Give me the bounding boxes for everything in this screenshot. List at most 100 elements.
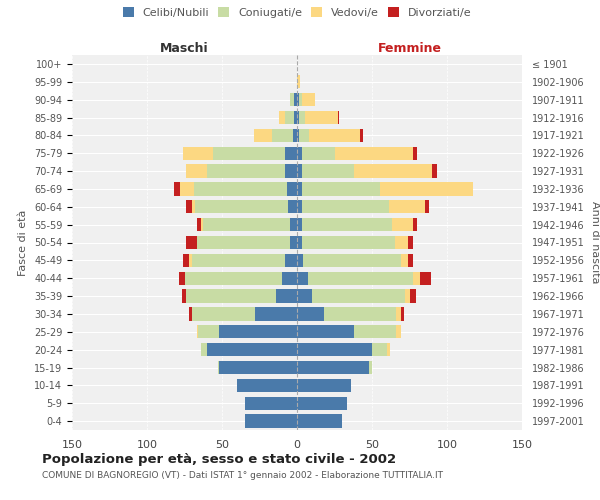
Bar bbox=[337, 111, 339, 124]
Legend: Celibi/Nubili, Coniugati/e, Vedovi/e, Divorziati/e: Celibi/Nubili, Coniugati/e, Vedovi/e, Di… bbox=[118, 2, 476, 22]
Bar bbox=[279, 111, 285, 124]
Text: Popolazione per età, sesso e stato civile - 2002: Popolazione per età, sesso e stato civil… bbox=[42, 452, 396, 466]
Bar bbox=[180, 182, 193, 196]
Bar bbox=[195, 200, 288, 213]
Bar bbox=[287, 182, 297, 196]
Bar bbox=[360, 128, 363, 142]
Bar bbox=[198, 325, 219, 338]
Bar bbox=[297, 182, 302, 196]
Bar bbox=[396, 325, 401, 338]
Bar bbox=[192, 307, 255, 320]
Bar bbox=[299, 128, 309, 142]
Bar bbox=[302, 182, 380, 196]
Bar bbox=[186, 164, 207, 178]
Bar bbox=[297, 128, 299, 142]
Bar bbox=[285, 254, 297, 267]
Bar bbox=[354, 164, 432, 178]
Bar bbox=[201, 218, 203, 232]
Bar bbox=[186, 200, 192, 213]
Bar bbox=[186, 290, 276, 303]
Bar bbox=[303, 254, 401, 267]
Bar bbox=[192, 200, 195, 213]
Bar bbox=[408, 254, 413, 267]
Bar bbox=[218, 361, 219, 374]
Bar bbox=[297, 307, 324, 320]
Bar bbox=[302, 93, 315, 106]
Bar bbox=[245, 414, 297, 428]
Bar bbox=[389, 200, 425, 213]
Bar bbox=[409, 290, 415, 303]
Bar bbox=[297, 272, 308, 285]
Bar bbox=[395, 236, 408, 249]
Y-axis label: Anni di nascita: Anni di nascita bbox=[590, 201, 600, 284]
Text: COMUNE DI BAGNOREGIO (VT) - Dati ISTAT 1° gennaio 2002 - Elaborazione TUTTITALIA: COMUNE DI BAGNOREGIO (VT) - Dati ISTAT 1… bbox=[42, 472, 443, 480]
Bar bbox=[203, 218, 290, 232]
Bar bbox=[302, 236, 395, 249]
Bar bbox=[186, 236, 197, 249]
Bar bbox=[297, 93, 299, 106]
Bar bbox=[302, 164, 354, 178]
Text: Maschi: Maschi bbox=[160, 42, 209, 55]
Bar bbox=[297, 325, 354, 338]
Bar bbox=[293, 128, 297, 142]
Bar bbox=[207, 343, 297, 356]
Bar bbox=[237, 378, 297, 392]
Bar bbox=[290, 93, 294, 106]
Bar bbox=[271, 128, 293, 142]
Bar bbox=[297, 218, 302, 232]
Bar bbox=[219, 361, 297, 374]
Bar bbox=[312, 290, 405, 303]
Bar bbox=[294, 93, 297, 106]
Bar bbox=[405, 290, 409, 303]
Bar bbox=[192, 254, 285, 267]
Bar bbox=[387, 343, 390, 356]
Bar bbox=[297, 361, 369, 374]
Bar bbox=[282, 272, 297, 285]
Bar bbox=[207, 164, 285, 178]
Bar bbox=[193, 182, 287, 196]
Bar bbox=[305, 111, 337, 124]
Bar bbox=[294, 111, 297, 124]
Bar bbox=[255, 307, 297, 320]
Bar bbox=[413, 218, 417, 232]
Bar bbox=[185, 272, 282, 285]
Bar bbox=[324, 307, 396, 320]
Bar bbox=[197, 325, 198, 338]
Bar bbox=[413, 146, 417, 160]
Bar bbox=[297, 200, 302, 213]
Bar bbox=[396, 307, 401, 320]
Bar bbox=[183, 254, 189, 267]
Bar bbox=[213, 146, 285, 160]
Bar bbox=[189, 254, 192, 267]
Bar bbox=[197, 236, 290, 249]
Bar bbox=[254, 128, 271, 142]
Bar bbox=[420, 272, 431, 285]
Bar bbox=[285, 111, 294, 124]
Bar bbox=[288, 200, 297, 213]
Bar bbox=[308, 272, 413, 285]
Bar bbox=[354, 325, 396, 338]
Bar bbox=[297, 236, 302, 249]
Bar bbox=[380, 182, 473, 196]
Bar bbox=[297, 378, 351, 392]
Bar bbox=[290, 218, 297, 232]
Bar bbox=[197, 218, 201, 232]
Bar bbox=[297, 343, 372, 356]
Bar bbox=[297, 164, 302, 178]
Bar bbox=[401, 254, 408, 267]
Bar bbox=[297, 414, 342, 428]
Bar bbox=[297, 396, 347, 410]
Bar bbox=[432, 164, 437, 178]
Bar bbox=[245, 396, 297, 410]
Bar bbox=[425, 200, 429, 213]
Bar bbox=[335, 146, 413, 160]
Bar bbox=[369, 361, 372, 374]
Bar bbox=[276, 290, 297, 303]
Bar bbox=[297, 111, 299, 124]
Bar bbox=[372, 343, 387, 356]
Bar bbox=[392, 218, 413, 232]
Bar bbox=[179, 272, 185, 285]
Bar bbox=[401, 307, 404, 320]
Text: Femmine: Femmine bbox=[377, 42, 442, 55]
Bar bbox=[285, 146, 297, 160]
